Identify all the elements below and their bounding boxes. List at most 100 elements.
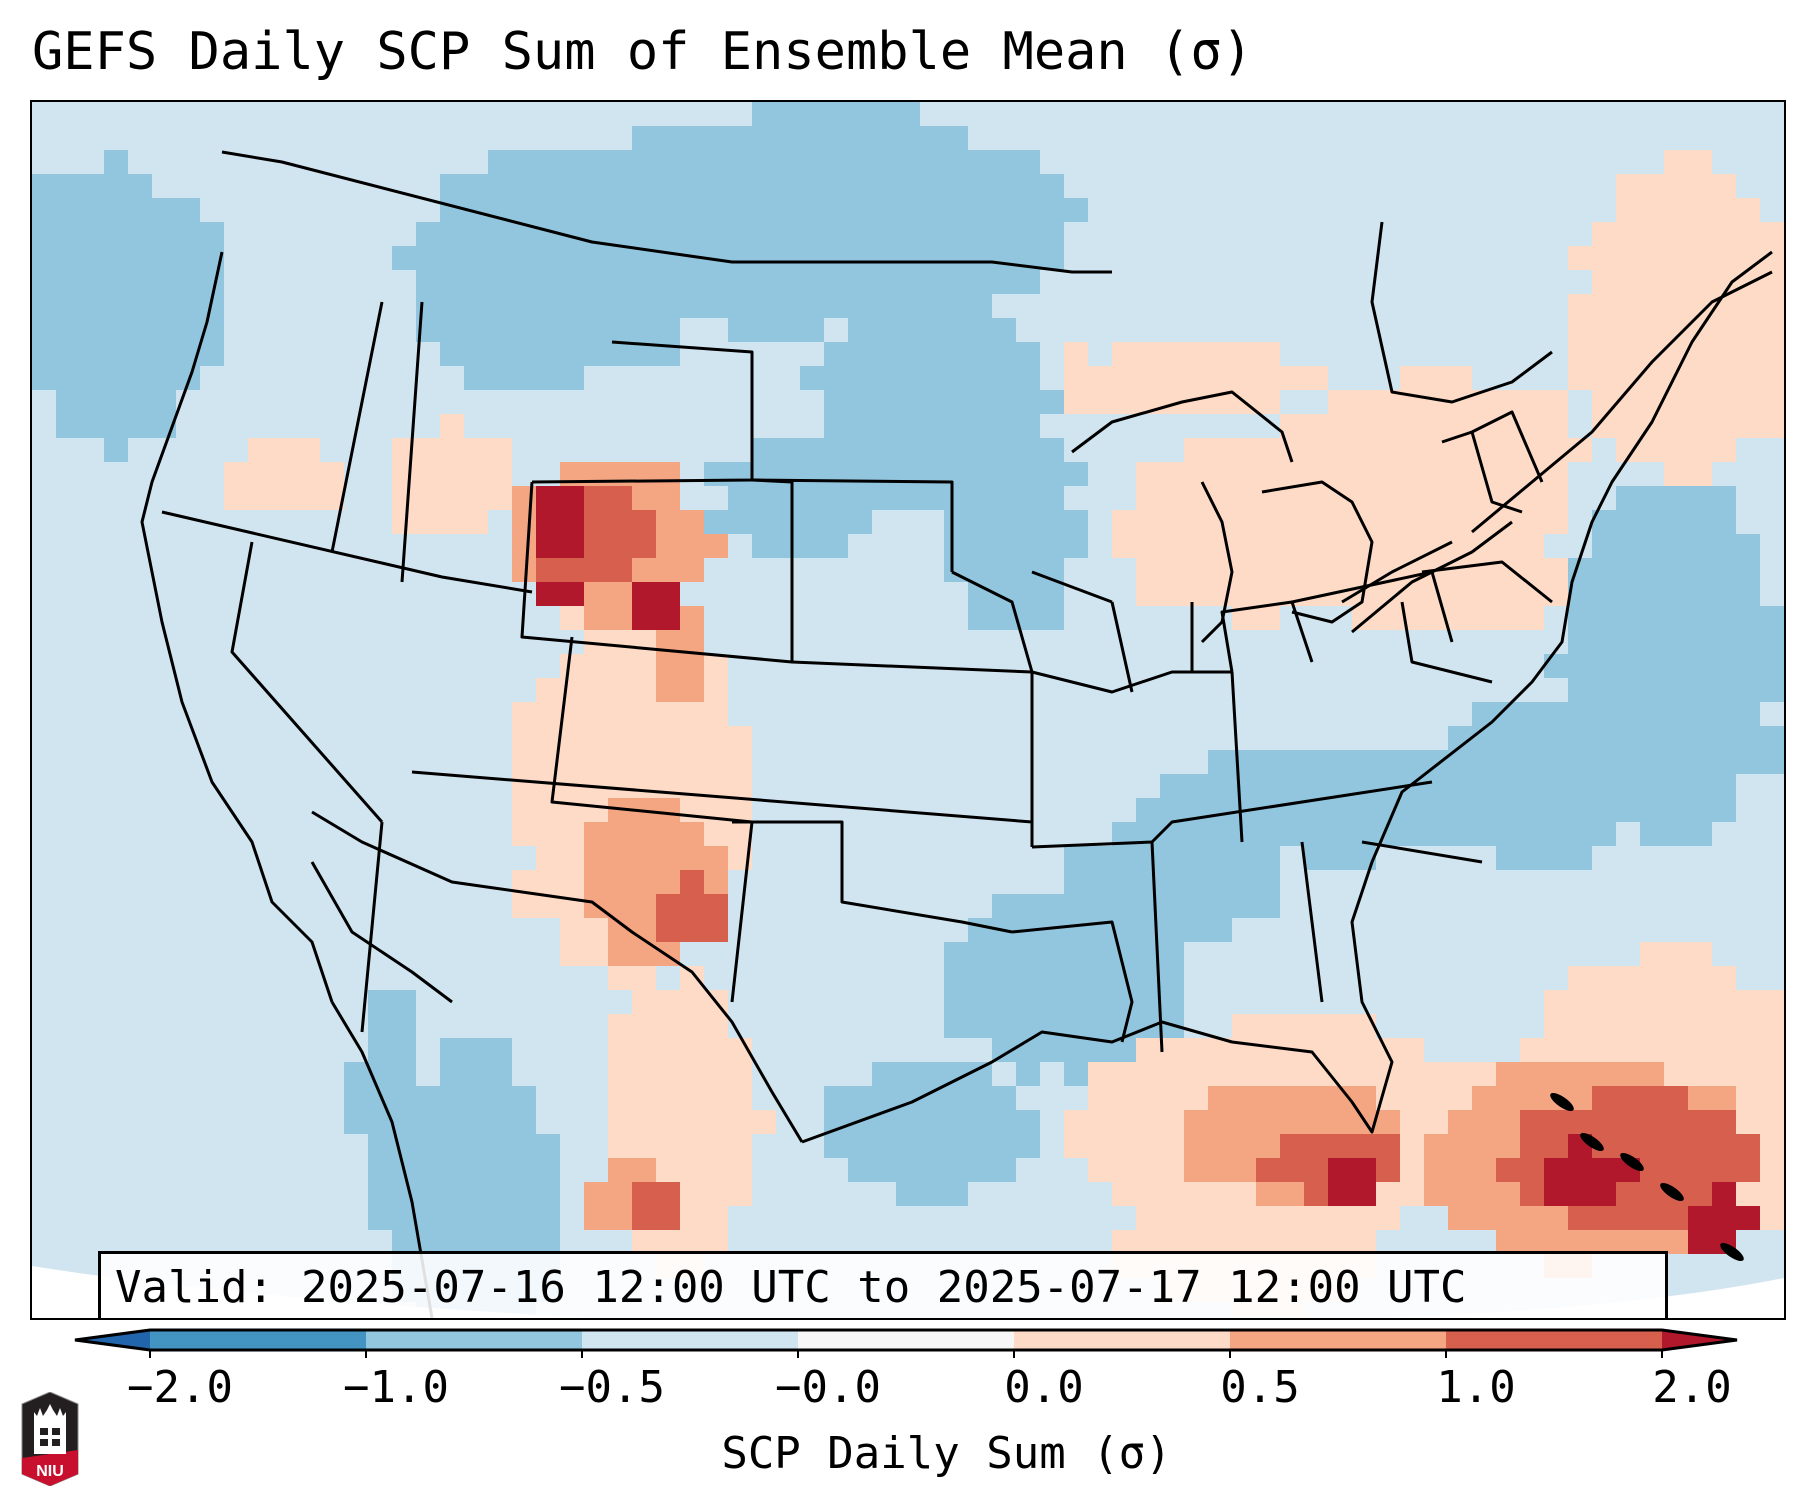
grid-cell [1376,1206,1400,1230]
grid-cell [1016,270,1040,294]
grid-cell [1640,438,1664,462]
grid-cell [1280,1158,1304,1182]
boundary-line [1110,601,1134,693]
grid-cell [1760,990,1784,1014]
grid-cell [1712,702,1736,726]
grid-cell [584,654,608,678]
grid-cell [1208,1134,1232,1158]
grid-cell [968,510,992,534]
grid-cell [512,510,536,534]
grid-cell [968,174,992,198]
grid-cell [968,486,992,510]
grid-cell [824,126,848,150]
grid-cell [1400,750,1424,774]
grid-cell [800,246,824,270]
grid-cell [824,222,848,246]
grid-cell [1568,1110,1592,1134]
grid-cell [872,174,896,198]
grid-cell [1688,534,1712,558]
grid-cell [1616,1062,1640,1086]
grid-cell [824,510,848,534]
grid-cell [944,1158,968,1182]
grid-cell [1400,1062,1424,1086]
grid-cell [1712,654,1736,678]
grid-cell [752,102,776,126]
grid-cell [1112,1062,1136,1086]
grid-cell [776,198,800,222]
grid-cell [1496,1086,1520,1110]
grid-cell [440,462,464,486]
grid-cell [80,414,104,438]
grid-cell [512,726,536,750]
grid-cell [1616,774,1640,798]
grid-cell [1376,1182,1400,1206]
grid-cell [968,534,992,558]
grid-cell [608,270,632,294]
grid-cell [896,1158,920,1182]
grid-cell [1688,1134,1712,1158]
grid-cell [944,942,968,966]
grid-cell [992,894,1016,918]
grid-cell [872,342,896,366]
grid-cell [800,150,824,174]
grid-cell [824,390,848,414]
grid-cell [368,1014,392,1038]
grid-cell [1160,774,1184,798]
grid-cell [1256,1206,1280,1230]
grid-cell [608,318,632,342]
grid-cell [536,486,560,510]
boundary-line [550,636,753,824]
grid-cell [680,1086,704,1110]
grid-cell [1448,1110,1472,1134]
grid-cell [536,270,560,294]
grid-cell [752,126,776,150]
grid-cell [1064,390,1088,414]
grid-cell [704,1086,728,1110]
grid-cell [560,798,584,822]
grid-cell [128,390,152,414]
grid-cell [1760,1158,1784,1182]
grid-cell [536,870,560,894]
grid-cell [1568,318,1592,342]
grid-cell [1736,534,1760,558]
grid-cell [104,390,128,414]
grid-cell [1304,846,1328,870]
grid-cell [1280,510,1304,534]
grid-cell [728,726,752,750]
grid-cell [1328,1110,1352,1134]
grid-cell [944,1134,968,1158]
grid-cell [1664,390,1688,414]
grid-cell [608,654,632,678]
grid-cell [656,534,680,558]
grid-cell [896,390,920,414]
grid-cell [1280,366,1304,390]
grid-cell [1688,414,1712,438]
grid-cell [680,294,704,318]
grid-cell [680,1062,704,1086]
grid-cell [1160,1206,1184,1230]
grid-cell [392,462,416,486]
grid-cell [848,150,872,174]
grid-cell [608,222,632,246]
grid-cell [944,270,968,294]
grid-cell [920,246,944,270]
grid-cell [416,1206,440,1230]
grid-cell [800,174,824,198]
grid-cell [704,1230,728,1254]
grid-cell [1016,486,1040,510]
boundary-line [1421,560,1553,604]
grid-cell [968,270,992,294]
grid-cell [1760,294,1784,318]
grid-cell [464,1086,488,1110]
grid-cell [1016,342,1040,366]
colorbar-tick-label: −2.0 [127,1362,233,1413]
grid-cell [1616,174,1640,198]
grid-cell [920,1086,944,1110]
grid-cell [824,1134,848,1158]
boundary-line [1031,570,1113,604]
grid-cell [1496,1230,1520,1254]
grid-cell [1544,438,1568,462]
grid-cell [488,318,512,342]
grid-cell [104,222,128,246]
grid-cell [632,294,656,318]
